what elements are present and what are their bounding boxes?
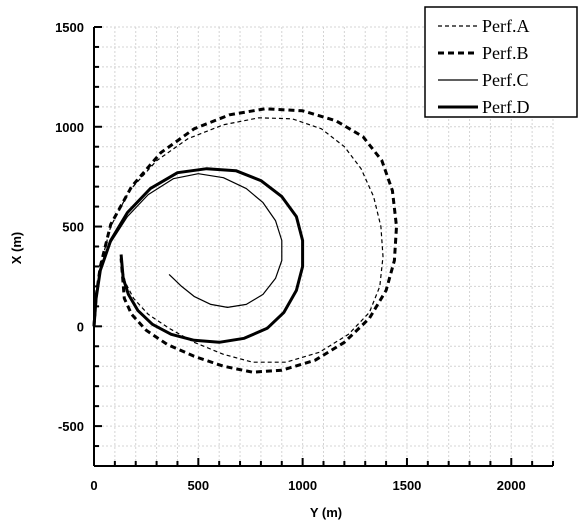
series-line-1 [93, 117, 384, 363]
legend-label: Perf.C [482, 70, 529, 90]
legend: Perf.A Perf.B Perf.C Perf.D [424, 6, 578, 118]
x-tick-label: 0 [90, 478, 97, 493]
x-tick-label: 1000 [288, 478, 317, 493]
y-tick-label: 1500 [55, 20, 84, 35]
x-axis-title: Y (m) [310, 505, 342, 520]
y-axis-title: X (m) [9, 232, 24, 265]
legend-box [424, 6, 578, 118]
series-line-3 [93, 173, 283, 327]
y-tick-label: 0 [77, 319, 84, 334]
x-tick-label: 2000 [497, 478, 526, 493]
axes: 0 500 1000 1500 2000 -500 0 500 1000 1500 [55, 20, 554, 493]
y-tick-label: 500 [62, 220, 84, 235]
series-layer [92, 107, 398, 374]
y-tick-label: -500 [58, 419, 84, 434]
legend-label: Perf.A [482, 16, 530, 36]
x-tick-label: 1500 [392, 478, 421, 493]
legend-label: Perf.B [482, 43, 529, 63]
series-line-2 [92, 107, 398, 374]
x-tick-label: 500 [187, 478, 209, 493]
series-line-4 [92, 167, 305, 344]
legend-label: Perf.D [482, 97, 530, 117]
y-tick-label: 1000 [55, 120, 84, 135]
